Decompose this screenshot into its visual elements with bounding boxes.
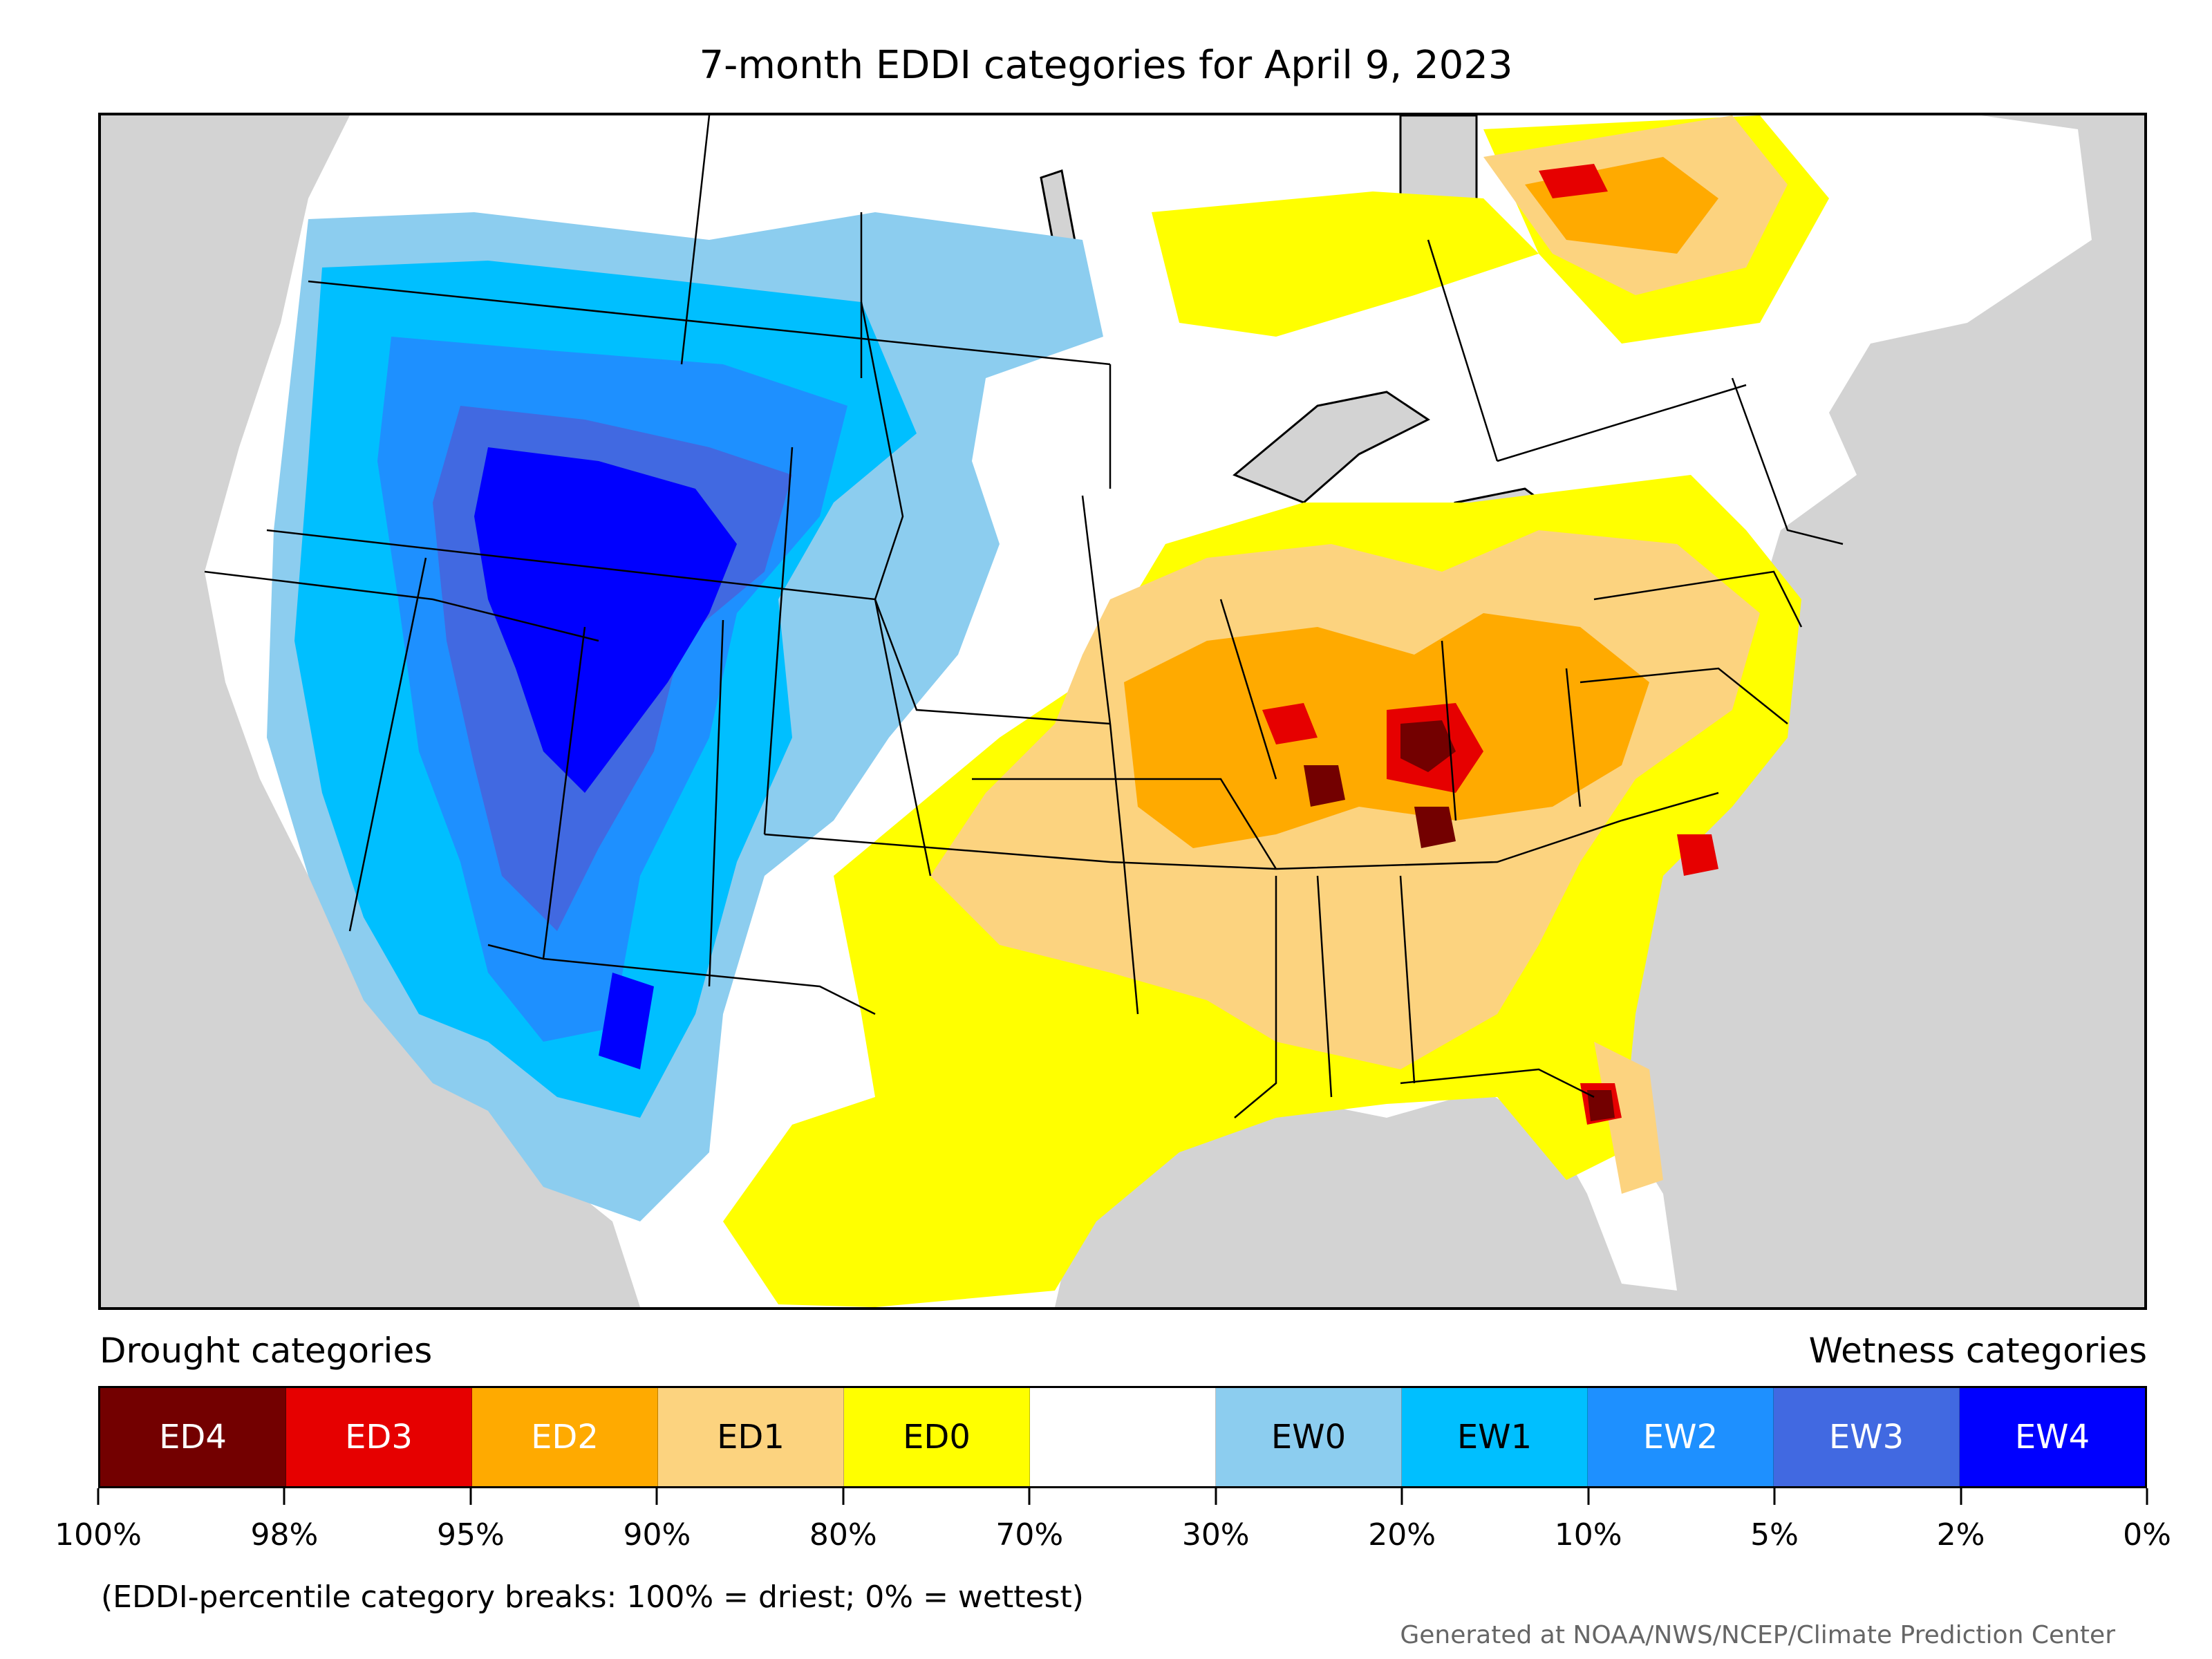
- colorbar-tick-label: 30%: [1181, 1517, 1250, 1553]
- colorbar-tick-label: 5%: [1750, 1517, 1799, 1553]
- dry-region-ed2: [1124, 157, 1718, 848]
- colorbar-tick: [1215, 1488, 1217, 1505]
- colorbar-segment-ew3: EW3: [1774, 1388, 1960, 1486]
- colorbar-tick-label: 70%: [995, 1517, 1064, 1553]
- colorbar-segment-ed2: ED2: [472, 1388, 658, 1486]
- colorbar-tick-label: 98%: [250, 1517, 319, 1553]
- colorbar-segment-ed0: ED0: [844, 1388, 1030, 1486]
- colorbar-tick: [842, 1488, 845, 1505]
- category-colorbar: ED4 ED3 ED2 ED1 ED0 EW0 EW1 EW2 EW3 EW4: [98, 1386, 2147, 1488]
- colorbar-segment-ew1: EW1: [1402, 1388, 1588, 1486]
- colorbar-segment-ed3: ED3: [286, 1388, 472, 1486]
- colorbar-tick-label: 20%: [1368, 1517, 1436, 1553]
- colorbar-tick: [2146, 1488, 2148, 1505]
- colorbar-tick: [655, 1488, 658, 1505]
- colorbar-segment-ew4: EW4: [1960, 1388, 2145, 1486]
- colorbar-tick: [97, 1488, 100, 1505]
- wet-region-ew4: [474, 447, 737, 1069]
- colorbar-tick-label: 0%: [2123, 1517, 2171, 1553]
- colorbar-ticks: [97, 1488, 2148, 1506]
- colorbar-tick-label: 2%: [1936, 1517, 1985, 1553]
- colorbar-tick-label: 90%: [623, 1517, 691, 1553]
- category-note: (EDDI-percentile category breaks: 100% =…: [101, 1580, 1084, 1615]
- map-title: 7-month EDDI categories for April 9, 202…: [699, 43, 1513, 88]
- colorbar-tick: [1400, 1488, 1403, 1505]
- eddi-map: [98, 113, 2147, 1310]
- colorbar-tick-label: 100%: [55, 1517, 142, 1553]
- colorbar-tick: [1028, 1488, 1031, 1505]
- colorbar-tick-label: 80%: [809, 1517, 877, 1553]
- colorbar-tick: [469, 1488, 472, 1505]
- colorbar-segment-ed1: ED1: [658, 1388, 844, 1486]
- colorbar-tick: [283, 1488, 285, 1505]
- colorbar-segment-ed4: ED4: [100, 1388, 286, 1486]
- colorbar-tick: [1587, 1488, 1590, 1505]
- state-boundaries: [204, 115, 1844, 1118]
- map-canvas: [204, 115, 2092, 1307]
- wetness-categories-label: Wetness categories: [1808, 1331, 2147, 1371]
- colorbar-tick-label: 95%: [437, 1517, 505, 1553]
- credit-line: Generated at NOAA/NWS/NCEP/Climate Predi…: [1400, 1621, 2115, 1649]
- colorbar-segment-ew2: EW2: [1588, 1388, 1774, 1486]
- colorbar-tick: [1960, 1488, 1962, 1505]
- colorbar-tick: [1773, 1488, 1776, 1505]
- colorbar-segment-normal: [1030, 1388, 1216, 1486]
- drought-categories-label: Drought categories: [100, 1331, 433, 1371]
- colorbar-segment-ew0: EW0: [1216, 1388, 1402, 1486]
- colorbar-tick-label: 10%: [1554, 1517, 1622, 1553]
